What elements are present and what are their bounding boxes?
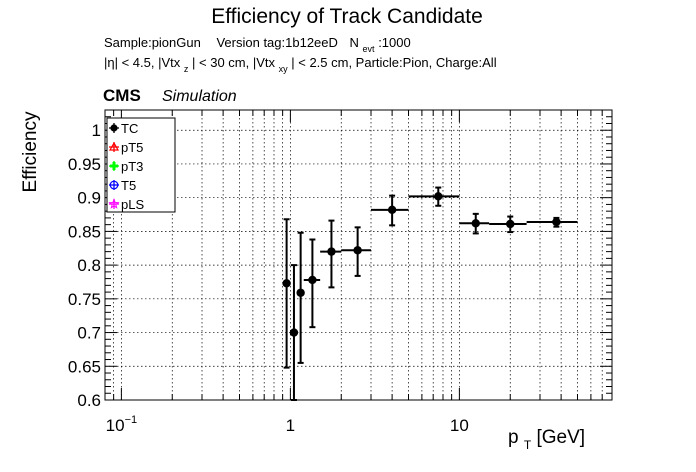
data-point — [371, 194, 409, 227]
data-point — [459, 212, 490, 235]
x-tick-label-base: 10 — [450, 416, 469, 435]
subtitle-vtx-xy-cut: | < 2.5 cm, Particle:Pion, Charge:All — [291, 55, 496, 70]
data-point — [282, 218, 291, 369]
x-tick-label: 10−1 — [106, 414, 137, 435]
legend: TC pT5 pT3 T5 pLS — [106, 117, 176, 213]
subtitle-line-2: |η| < 4.5, |Vtx z | < 30 cm, |Vtx xy | <… — [104, 55, 497, 75]
x-axis-label-sub: T — [524, 438, 532, 452]
y-tick-label: 0.7 — [77, 324, 101, 343]
y-tick-label: 0.65 — [68, 357, 101, 376]
y-axis-label: Efficiency — [20, 111, 41, 192]
subtitle-sample: Sample:pionGun — [104, 35, 201, 50]
point-marker — [308, 275, 317, 285]
data-point — [303, 238, 321, 329]
legend-label: pT5 — [121, 140, 143, 155]
data-point — [320, 219, 342, 289]
data-point — [489, 215, 527, 234]
legend-label: pLS — [121, 197, 144, 212]
data-point — [526, 216, 578, 228]
point-marker — [506, 219, 515, 229]
x-axis-label-p: p — [508, 427, 519, 448]
legend-marker-icon — [110, 162, 118, 170]
point-marker — [387, 205, 397, 215]
y-tick-label: 0.95 — [68, 155, 101, 174]
legend-entry: TC — [109, 121, 138, 136]
data-point — [296, 231, 305, 364]
point-marker — [353, 246, 362, 255]
cms-label: CMS — [103, 86, 141, 105]
chart-title: Efficiency of Track Candidate — [211, 5, 483, 28]
legend-label: TC — [121, 121, 138, 136]
y-tick-label: 0.85 — [68, 222, 101, 241]
subtitle-eta-cut: |η| < 4.5, |Vtx — [104, 55, 181, 70]
y-tick-label: 1 — [92, 121, 101, 140]
x-axis-label-unit: [GeV] — [536, 427, 585, 448]
point-marker — [296, 288, 305, 297]
data-point — [289, 264, 299, 401]
legend-entry: pT3 — [109, 159, 143, 174]
subtitle-vtx-z-sub: z — [184, 64, 189, 74]
legend-box — [106, 117, 176, 213]
legend-label: T5 — [121, 178, 136, 193]
legend-label: pT3 — [121, 159, 143, 174]
legend-entry: pLS — [108, 197, 144, 212]
subtitle-version: Version tag:1b12eeD — [216, 35, 337, 50]
y-tick-label: 0.6 — [77, 391, 101, 410]
subtitle-vtx-xy-sub: xy — [279, 64, 289, 74]
x-tick-label-base: 1 — [286, 416, 295, 435]
legend-marker-icon — [108, 198, 120, 209]
point-marker — [289, 328, 299, 337]
data-point — [341, 226, 372, 277]
y-tick-label: 0.8 — [77, 256, 101, 275]
subtitle-n-value: :1000 — [378, 35, 411, 50]
y-tick-label: 0.75 — [68, 290, 101, 309]
data-points — [282, 186, 578, 401]
point-marker — [282, 279, 291, 288]
x-tick-label: 10 — [450, 416, 469, 435]
axes: 10−1 1 100.60.650.70.750.80.850.90.951 — [68, 109, 613, 435]
simulation-label: Simulation — [162, 88, 237, 105]
subtitle-line-1: Sample:pionGun Version tag:1b12eeD N evt… — [104, 35, 411, 55]
subtitle-n: N — [350, 35, 359, 50]
legend-marker-icon — [110, 124, 118, 132]
plot-frame — [104, 109, 613, 401]
y-tick-label: 0.9 — [77, 189, 101, 208]
x-tick-label: 1 — [286, 416, 295, 435]
subtitle-n-sub: evt — [363, 44, 376, 54]
point-marker — [471, 219, 480, 228]
point-marker — [552, 217, 561, 227]
x-tick-label-base: 10 — [106, 416, 125, 435]
x-tick-label-exponent: −1 — [125, 414, 138, 426]
legend-entry: pT5 — [108, 140, 143, 155]
x-axis-label: p T [GeV] — [508, 427, 585, 454]
point-marker — [327, 247, 336, 256]
point-marker — [434, 192, 443, 201]
subtitle-vtx-z-cut: | < 30 cm, |Vtx — [192, 55, 275, 70]
legend-marker-icon — [108, 141, 120, 151]
legend-marker-icon — [109, 180, 119, 190]
legend-entry: T5 — [109, 178, 136, 193]
data-point — [408, 186, 460, 207]
